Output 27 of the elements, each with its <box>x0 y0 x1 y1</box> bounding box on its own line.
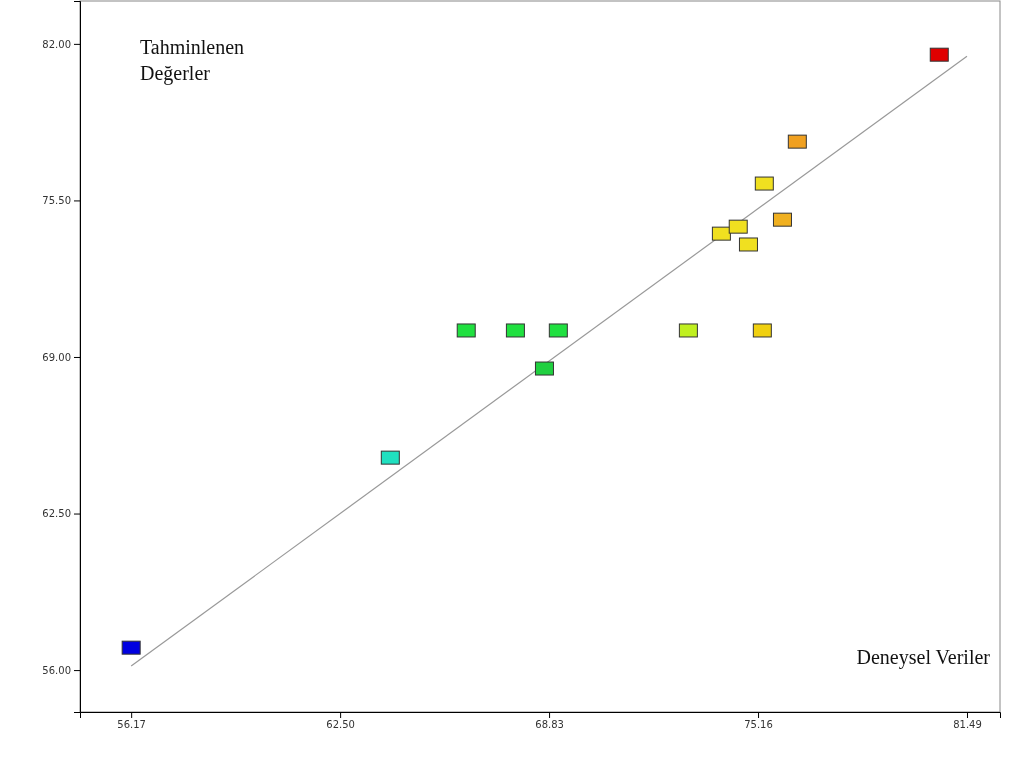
point <box>787 134 807 149</box>
point <box>380 450 400 465</box>
y-tick-label: 69.00 <box>42 351 71 363</box>
y-tick-label: 82.00 <box>42 38 71 50</box>
x-tick-label: 75.16 <box>744 719 773 731</box>
point <box>534 361 554 376</box>
y-tick-label: 56.00 <box>42 664 71 676</box>
x-tick-label: 81.49 <box>953 719 982 731</box>
y-tick-label: 62.50 <box>42 508 71 520</box>
point <box>505 323 525 338</box>
point <box>121 640 141 655</box>
x-axis-title: Deneysel Veriler <box>856 646 991 669</box>
y-axis-title: Tahminlenen Değerler <box>140 36 245 85</box>
point <box>929 47 949 62</box>
point <box>738 237 758 252</box>
x-tick-label: 68.83 <box>535 719 564 731</box>
x-tick-label: 62.50 <box>326 719 355 731</box>
point <box>754 176 774 191</box>
point <box>678 323 698 338</box>
point <box>772 212 792 227</box>
point <box>728 219 748 234</box>
point <box>548 323 568 338</box>
point <box>752 323 772 338</box>
point <box>456 323 476 338</box>
point <box>711 226 731 241</box>
y-tick-label: 75.50 <box>42 195 71 207</box>
x-tick-label: 56.17 <box>117 719 146 731</box>
